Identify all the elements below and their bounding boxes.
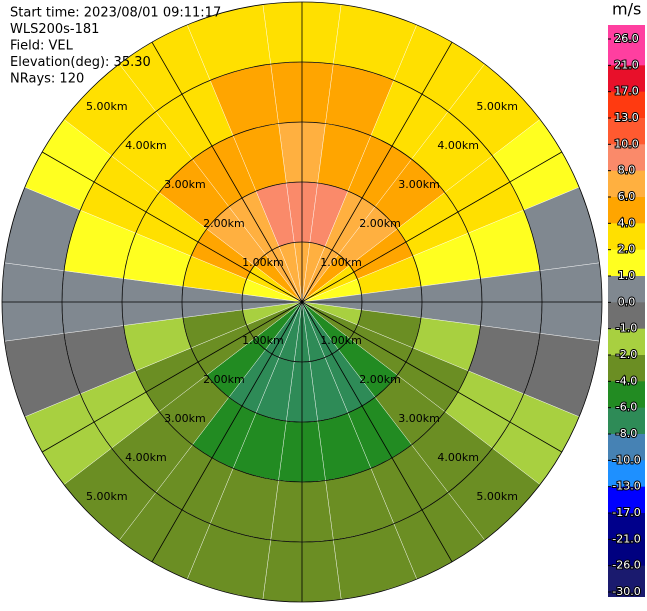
- colorbar-band: [608, 65, 645, 93]
- colorbar-band: [608, 434, 645, 461]
- ring-label: 2.00km: [359, 373, 401, 386]
- colorbar-band: [608, 39, 645, 66]
- colorbar-band: [608, 302, 645, 330]
- info-line: NRays: 120: [10, 72, 84, 87]
- colorbar-label: -1.0: [616, 322, 637, 335]
- overlay: 1.00km 1.00km 1.00km 1.00km 2.00km 2.00km 2.00…: [1, 1, 603, 603]
- field: [1, 1, 603, 603]
- colorbar-band: [608, 170, 645, 198]
- ring-label: 3.00km: [398, 178, 440, 191]
- colorbar-band: [608, 328, 645, 356]
- colorbar-band: [608, 118, 645, 145]
- colorbar-label: -13.0: [612, 480, 640, 493]
- ring-label: 4.00km: [437, 139, 479, 152]
- colorbar-band: [608, 355, 645, 382]
- colorbar-band: [608, 565, 645, 593]
- ring-label: 1.00km: [320, 334, 362, 347]
- ring-label: 2.00km: [359, 217, 401, 230]
- colorbar-label: -30.0: [612, 585, 640, 598]
- spoke: [151, 41, 303, 303]
- ring-label: 5.00km: [86, 490, 128, 503]
- colorbar-label: 13.0: [614, 111, 639, 124]
- ring-label: 5.00km: [86, 100, 128, 113]
- colorbar-band: [608, 407, 645, 435]
- colorbar-label: 6.0: [618, 190, 636, 203]
- colorbar-band: [608, 592, 645, 597]
- colorbar-band: [608, 249, 645, 277]
- ring-label: 2.00km: [203, 217, 245, 230]
- spoke: [301, 41, 453, 303]
- colorbar-label: -8.0: [616, 427, 637, 440]
- colorbar-label: 1.0: [618, 269, 636, 282]
- spoke: [41, 301, 303, 453]
- colorbar-band: [608, 223, 645, 251]
- spoke: [301, 151, 563, 303]
- colorbar-band: [608, 460, 645, 488]
- colorbar-label: -26.0: [612, 559, 640, 572]
- spoke: [41, 151, 303, 303]
- ring-label: 1.00km: [242, 334, 284, 347]
- colorbar-label: 26.0: [614, 32, 639, 45]
- ring-label: 3.00km: [164, 178, 206, 191]
- range-ring: [61, 61, 543, 543]
- colorbar-title: m/s: [612, 0, 641, 19]
- info-line: Elevation(deg): 35.30: [10, 55, 151, 70]
- colorbar-label: -4.0: [616, 374, 637, 387]
- colorbar-band: [608, 486, 645, 514]
- colorbar-label: -21.0: [612, 532, 640, 545]
- ring-label: 3.00km: [398, 412, 440, 425]
- ring-label: 4.00km: [437, 451, 479, 464]
- colorbar-label: 17.0: [614, 85, 639, 98]
- colorbar-label: 8.0: [618, 164, 636, 177]
- info-line: WLS200s-181: [10, 22, 99, 37]
- spoke: [301, 301, 453, 563]
- colorbar-label: -17.0: [612, 506, 640, 519]
- colorbar-band: [608, 276, 645, 303]
- range-ring: [121, 121, 483, 483]
- colorbar-label: 10.0: [614, 137, 639, 150]
- ring-label: 4.00km: [125, 139, 167, 152]
- colorbar-label: 2.0: [618, 243, 636, 256]
- colorbar-label: -6.0: [616, 401, 637, 414]
- colorbar-band: [608, 197, 645, 224]
- ring-label: 3.00km: [164, 412, 206, 425]
- ring-label: 2.00km: [203, 373, 245, 386]
- colorbar-label: 4.0: [618, 216, 636, 229]
- ring-label: 1.00km: [242, 256, 284, 269]
- colorbar-band: [608, 144, 645, 172]
- info-line: Field: VEL: [10, 39, 74, 54]
- colorbar-band: [608, 539, 645, 567]
- ring-label: 4.00km: [125, 451, 167, 464]
- colorbar-band: [608, 513, 645, 540]
- colorbar-label: 21.0: [614, 58, 639, 71]
- spoke: [301, 301, 563, 453]
- range-ring: [1, 1, 603, 603]
- colorbar-band: [608, 381, 645, 409]
- range-ring: [181, 181, 423, 423]
- colorbar-band: [608, 25, 645, 39]
- colorbar-label: -10.0: [612, 453, 640, 466]
- colorbar-label: -2.0: [616, 348, 637, 361]
- info-line: Start time: 2023/08/01 09:11:17: [10, 6, 221, 21]
- spoke: [151, 301, 303, 563]
- ring-label: 1.00km: [320, 256, 362, 269]
- ring-label: 5.00km: [476, 100, 518, 113]
- colorbar-band: [608, 91, 645, 119]
- colorbar-label: 0.0: [618, 295, 636, 308]
- ring-label: 5.00km: [476, 490, 518, 503]
- range-ring: [241, 241, 363, 363]
